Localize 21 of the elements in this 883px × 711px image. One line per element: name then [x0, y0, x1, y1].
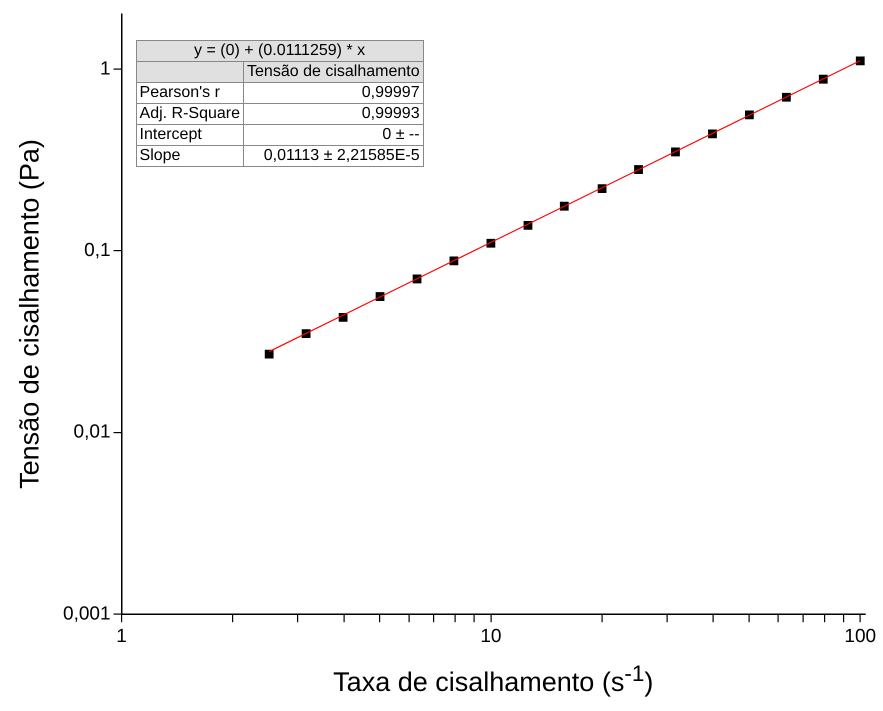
annotation: Tensão de cisalhamento: [244, 62, 424, 83]
annotation: Adj. R-Square: [136, 104, 244, 125]
point: [264, 350, 274, 359]
y-tick-label: 0,1: [84, 240, 111, 262]
x-tick-label: 10: [480, 626, 502, 647]
annotation: y = (0) + (0.0111259) * x: [136, 40, 424, 62]
annotation: 0,99997: [244, 82, 424, 104]
y-tick-label: 0,001: [63, 603, 111, 624]
x-tick-label: 1: [116, 626, 127, 647]
y-axis-title: Tensão de cisalhamento (Pa): [14, 139, 46, 490]
annotation: 0 ± --: [244, 124, 424, 146]
annotation: 0,99993: [244, 104, 424, 125]
y-tick-label: 1: [100, 58, 111, 80]
annotation: Pearson's r: [136, 82, 244, 104]
point: [856, 56, 865, 66]
x-tick-label: 100: [844, 626, 876, 647]
annotation: 0,01113 ± 2,21585E-5: [244, 146, 424, 167]
y-tick-label: 0,01: [74, 422, 111, 443]
x-axis-title: Taxa de cisalhamento (s$^{-1}$): [332, 661, 654, 698]
annotation: Intercept: [136, 124, 244, 146]
annotation: Slope: [136, 146, 244, 167]
